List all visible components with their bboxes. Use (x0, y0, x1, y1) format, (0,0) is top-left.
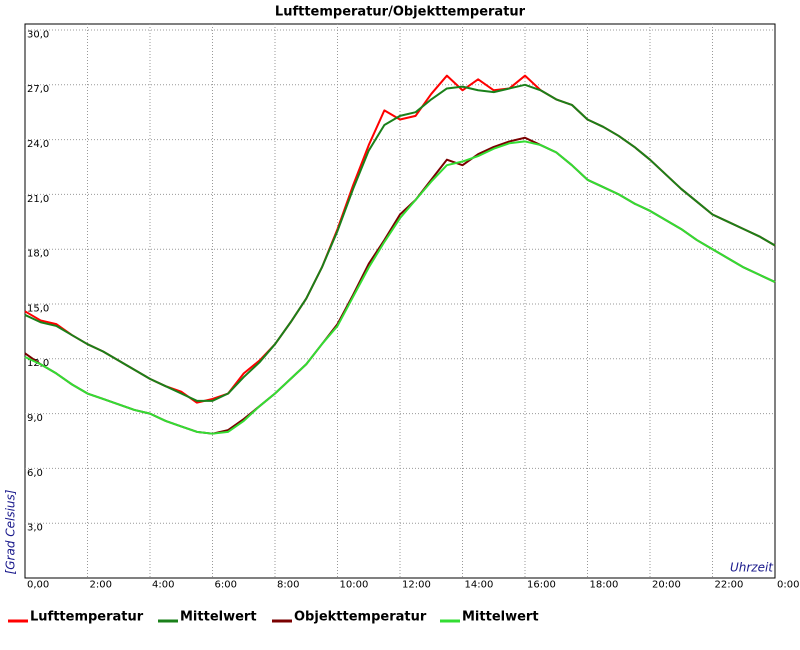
y-tick-label: 9,0 (27, 413, 43, 424)
x-tick-label: 20:00 (652, 579, 681, 590)
x-tick-label: 6:00 (215, 579, 237, 590)
legend-label: Mittelwert (462, 610, 539, 625)
x-tick-label: 8:00 (277, 579, 299, 590)
x-tick-label: 2:00 (90, 579, 112, 590)
x-tick-label: 16:00 (527, 579, 556, 590)
legend-label: Mittelwert (180, 610, 257, 625)
y-tick-label: 21,0 (27, 194, 49, 205)
x-tick-label: 10:00 (340, 579, 369, 590)
y-axis-label: [Grad Celsius] (4, 489, 18, 574)
line (24, 74, 776, 404)
y-tick-label: 18,0 (27, 249, 49, 260)
chart-title: Lufttemperatur/Objekttemperatur (275, 5, 526, 20)
x-tick-label: 0:00 (777, 579, 799, 590)
x-tick-label: 4:00 (152, 579, 174, 590)
legend-label: Objekttemperatur (294, 610, 427, 625)
line (24, 140, 776, 435)
y-tick-label: 27,0 (27, 84, 49, 95)
y-tick-label: 6,0 (27, 468, 43, 479)
x-tick-label: 0,00 (27, 579, 49, 590)
line (24, 83, 776, 402)
x-axis-label: Uhrzeit (730, 561, 774, 575)
y-tick-label: 30,0 (27, 29, 49, 40)
y-tick-label: 24,0 (27, 139, 49, 150)
x-tick-label: 22:00 (715, 579, 744, 590)
legend-label: Lufttemperatur (30, 610, 144, 625)
x-tick-label: 18:00 (590, 579, 619, 590)
y-tick-label: 15,0 (27, 303, 49, 314)
y-tick-label: 3,0 (27, 523, 43, 534)
x-tick-label: 14:00 (465, 579, 494, 590)
x-tick-label: 12:00 (402, 579, 431, 590)
